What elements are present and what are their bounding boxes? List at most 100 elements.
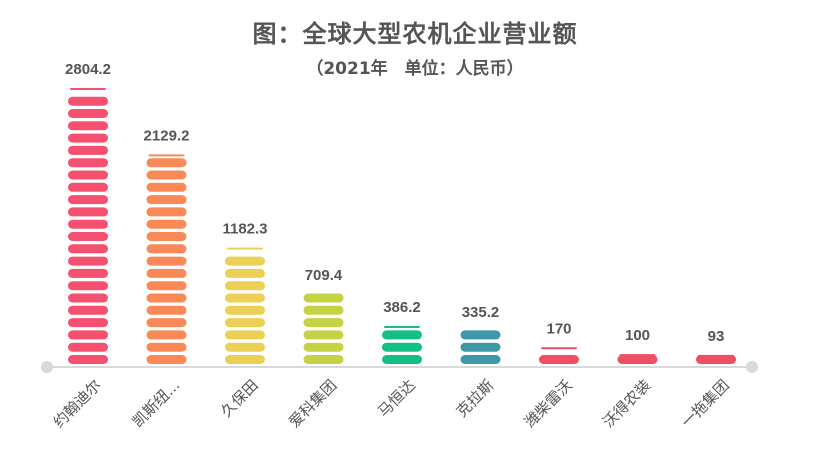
bar-cap [70, 88, 106, 90]
bar-cap [619, 354, 656, 357]
bar-cap [698, 354, 734, 357]
bar [382, 325, 422, 364]
bar-segment [146, 256, 187, 266]
bar-segment [68, 232, 108, 241]
bar-segment [146, 232, 187, 241]
bar-segment [146, 170, 187, 180]
bar-segment [68, 293, 108, 303]
bar-segment [68, 195, 108, 205]
bar-segment [146, 268, 187, 278]
bar [617, 354, 658, 364]
data-label: 1182.3 [222, 221, 267, 238]
bar-segment [68, 342, 108, 352]
bar-segment [68, 133, 108, 143]
bar-segment [146, 293, 187, 303]
bar-segment [146, 342, 187, 352]
x-tick-label: 凯斯纽... [129, 376, 184, 431]
bar [460, 330, 501, 364]
bar-segment [146, 207, 187, 217]
bar-segment [68, 305, 108, 315]
data-label: 386.2 [383, 299, 421, 316]
bar-segment [225, 318, 265, 328]
bar-segment [68, 182, 108, 192]
bar-segment [68, 355, 108, 364]
bar-segment [68, 318, 108, 328]
bar-segment [146, 219, 187, 229]
bar-segment [146, 182, 187, 192]
bar-segment [303, 305, 344, 315]
bar-segment [303, 342, 344, 352]
chart-subtitle: （2021年 单位：人民币） [306, 59, 524, 79]
bar-segment [68, 158, 108, 168]
bar-segment [146, 355, 187, 364]
bar-segment [68, 268, 108, 278]
chart-title: 图：全球大型农机企业营业额 [252, 20, 578, 48]
x-tick-label: 一拖集团 [678, 376, 733, 431]
x-tick-label: 爱科集团 [285, 376, 340, 431]
bar-segment [225, 305, 265, 315]
data-label: 2804.2 [65, 61, 111, 78]
bar-cap [462, 331, 499, 334]
bar-segment [225, 268, 265, 278]
bar-segment [68, 121, 108, 131]
bar-segment [696, 355, 736, 364]
bar-segment [146, 195, 187, 205]
bar-segment [303, 330, 344, 340]
bar-segment [68, 145, 108, 155]
bar-cap [148, 154, 185, 157]
bar-segment [225, 355, 265, 364]
bar [68, 88, 108, 364]
x-tick-label: 沃得农装 [599, 376, 654, 431]
bar-cap [305, 294, 342, 297]
bar-segment [146, 281, 187, 291]
bar-segment [225, 281, 265, 291]
bar-segment [382, 355, 422, 364]
bar-segment [68, 207, 108, 217]
x-tick-label: 久保田 [217, 376, 262, 421]
bar [146, 154, 187, 364]
bar-segment [146, 158, 187, 168]
bar [696, 354, 736, 364]
x-tick-label: 克拉斯 [453, 376, 498, 421]
bar-segment [146, 318, 187, 328]
bar-segment [539, 355, 579, 364]
bar-segment [225, 293, 265, 303]
x-tick-label: 马恒达 [374, 376, 419, 421]
bar-segment [617, 355, 658, 364]
bar [303, 293, 344, 364]
data-label: 335.2 [462, 304, 500, 321]
data-label: 2129.2 [144, 127, 190, 144]
x-tick-label: 潍柴雷沃 [521, 376, 576, 431]
bar-segment [225, 330, 265, 340]
bar-segment [68, 96, 108, 106]
bar-segment [303, 355, 344, 364]
bar-segment [146, 305, 187, 315]
bar-segment [68, 109, 108, 118]
bar-segment [68, 219, 108, 229]
bar-segment [460, 342, 501, 352]
data-label: 170 [546, 320, 571, 337]
x-tick-label: 约翰迪尔 [50, 376, 105, 431]
bar-segment [146, 244, 187, 254]
data-label: 709.4 [305, 267, 343, 284]
bar-segment [225, 342, 265, 352]
bar-segment [68, 244, 108, 254]
bar-segment [460, 355, 501, 364]
bar-cap [541, 347, 577, 350]
bar [225, 247, 265, 364]
bar-cap [384, 325, 420, 328]
bar-segment [68, 330, 108, 340]
bar-segment [68, 256, 108, 266]
data-label: 100 [625, 327, 650, 344]
bar-segment [303, 318, 344, 328]
axis-end-dot [746, 361, 758, 373]
bar-segment [225, 256, 265, 266]
bar-segment [146, 330, 187, 340]
bar-segment [382, 342, 422, 352]
bar-segment [68, 281, 108, 291]
bar-cap [227, 247, 263, 250]
bar [539, 347, 579, 364]
bar-segment [382, 330, 422, 340]
axis-start-dot [41, 361, 53, 373]
